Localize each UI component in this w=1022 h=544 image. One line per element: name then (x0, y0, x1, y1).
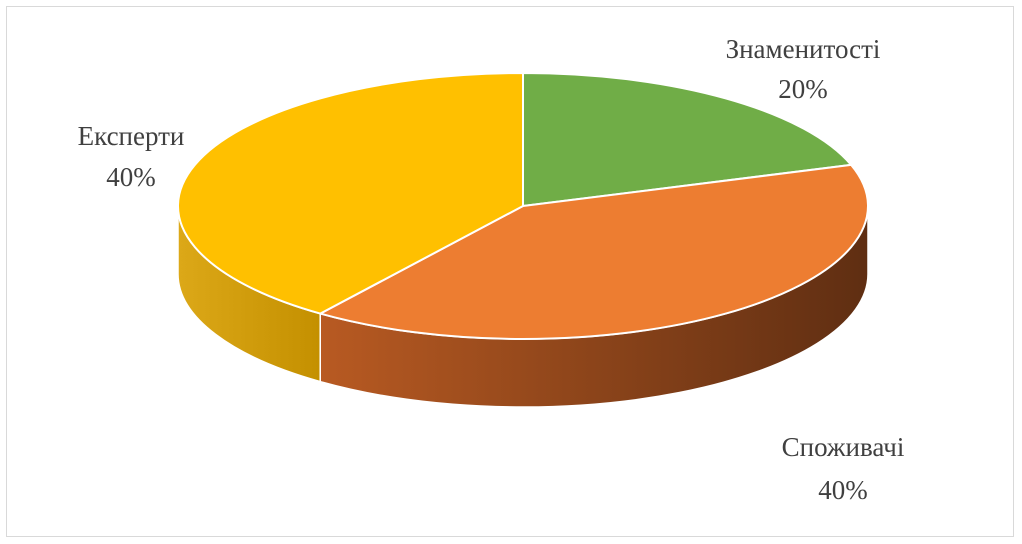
label-consumers-name: Споживачі (782, 432, 905, 462)
label-celebrities-value: 20% (778, 74, 828, 104)
label-experts-name: Експерти (78, 121, 185, 151)
label-celebrities-name: Знаменитості (726, 34, 881, 64)
label-experts-value: 40% (106, 162, 156, 192)
label-consumers-value: 40% (818, 475, 868, 505)
pie-labels: Знаменитості 20% Споживачі 40% Експерти … (78, 34, 905, 505)
slice-consumers (319, 163, 869, 340)
slice-celebrities (522, 72, 853, 207)
pie-tops (177, 72, 869, 340)
slice-experts (177, 72, 524, 315)
